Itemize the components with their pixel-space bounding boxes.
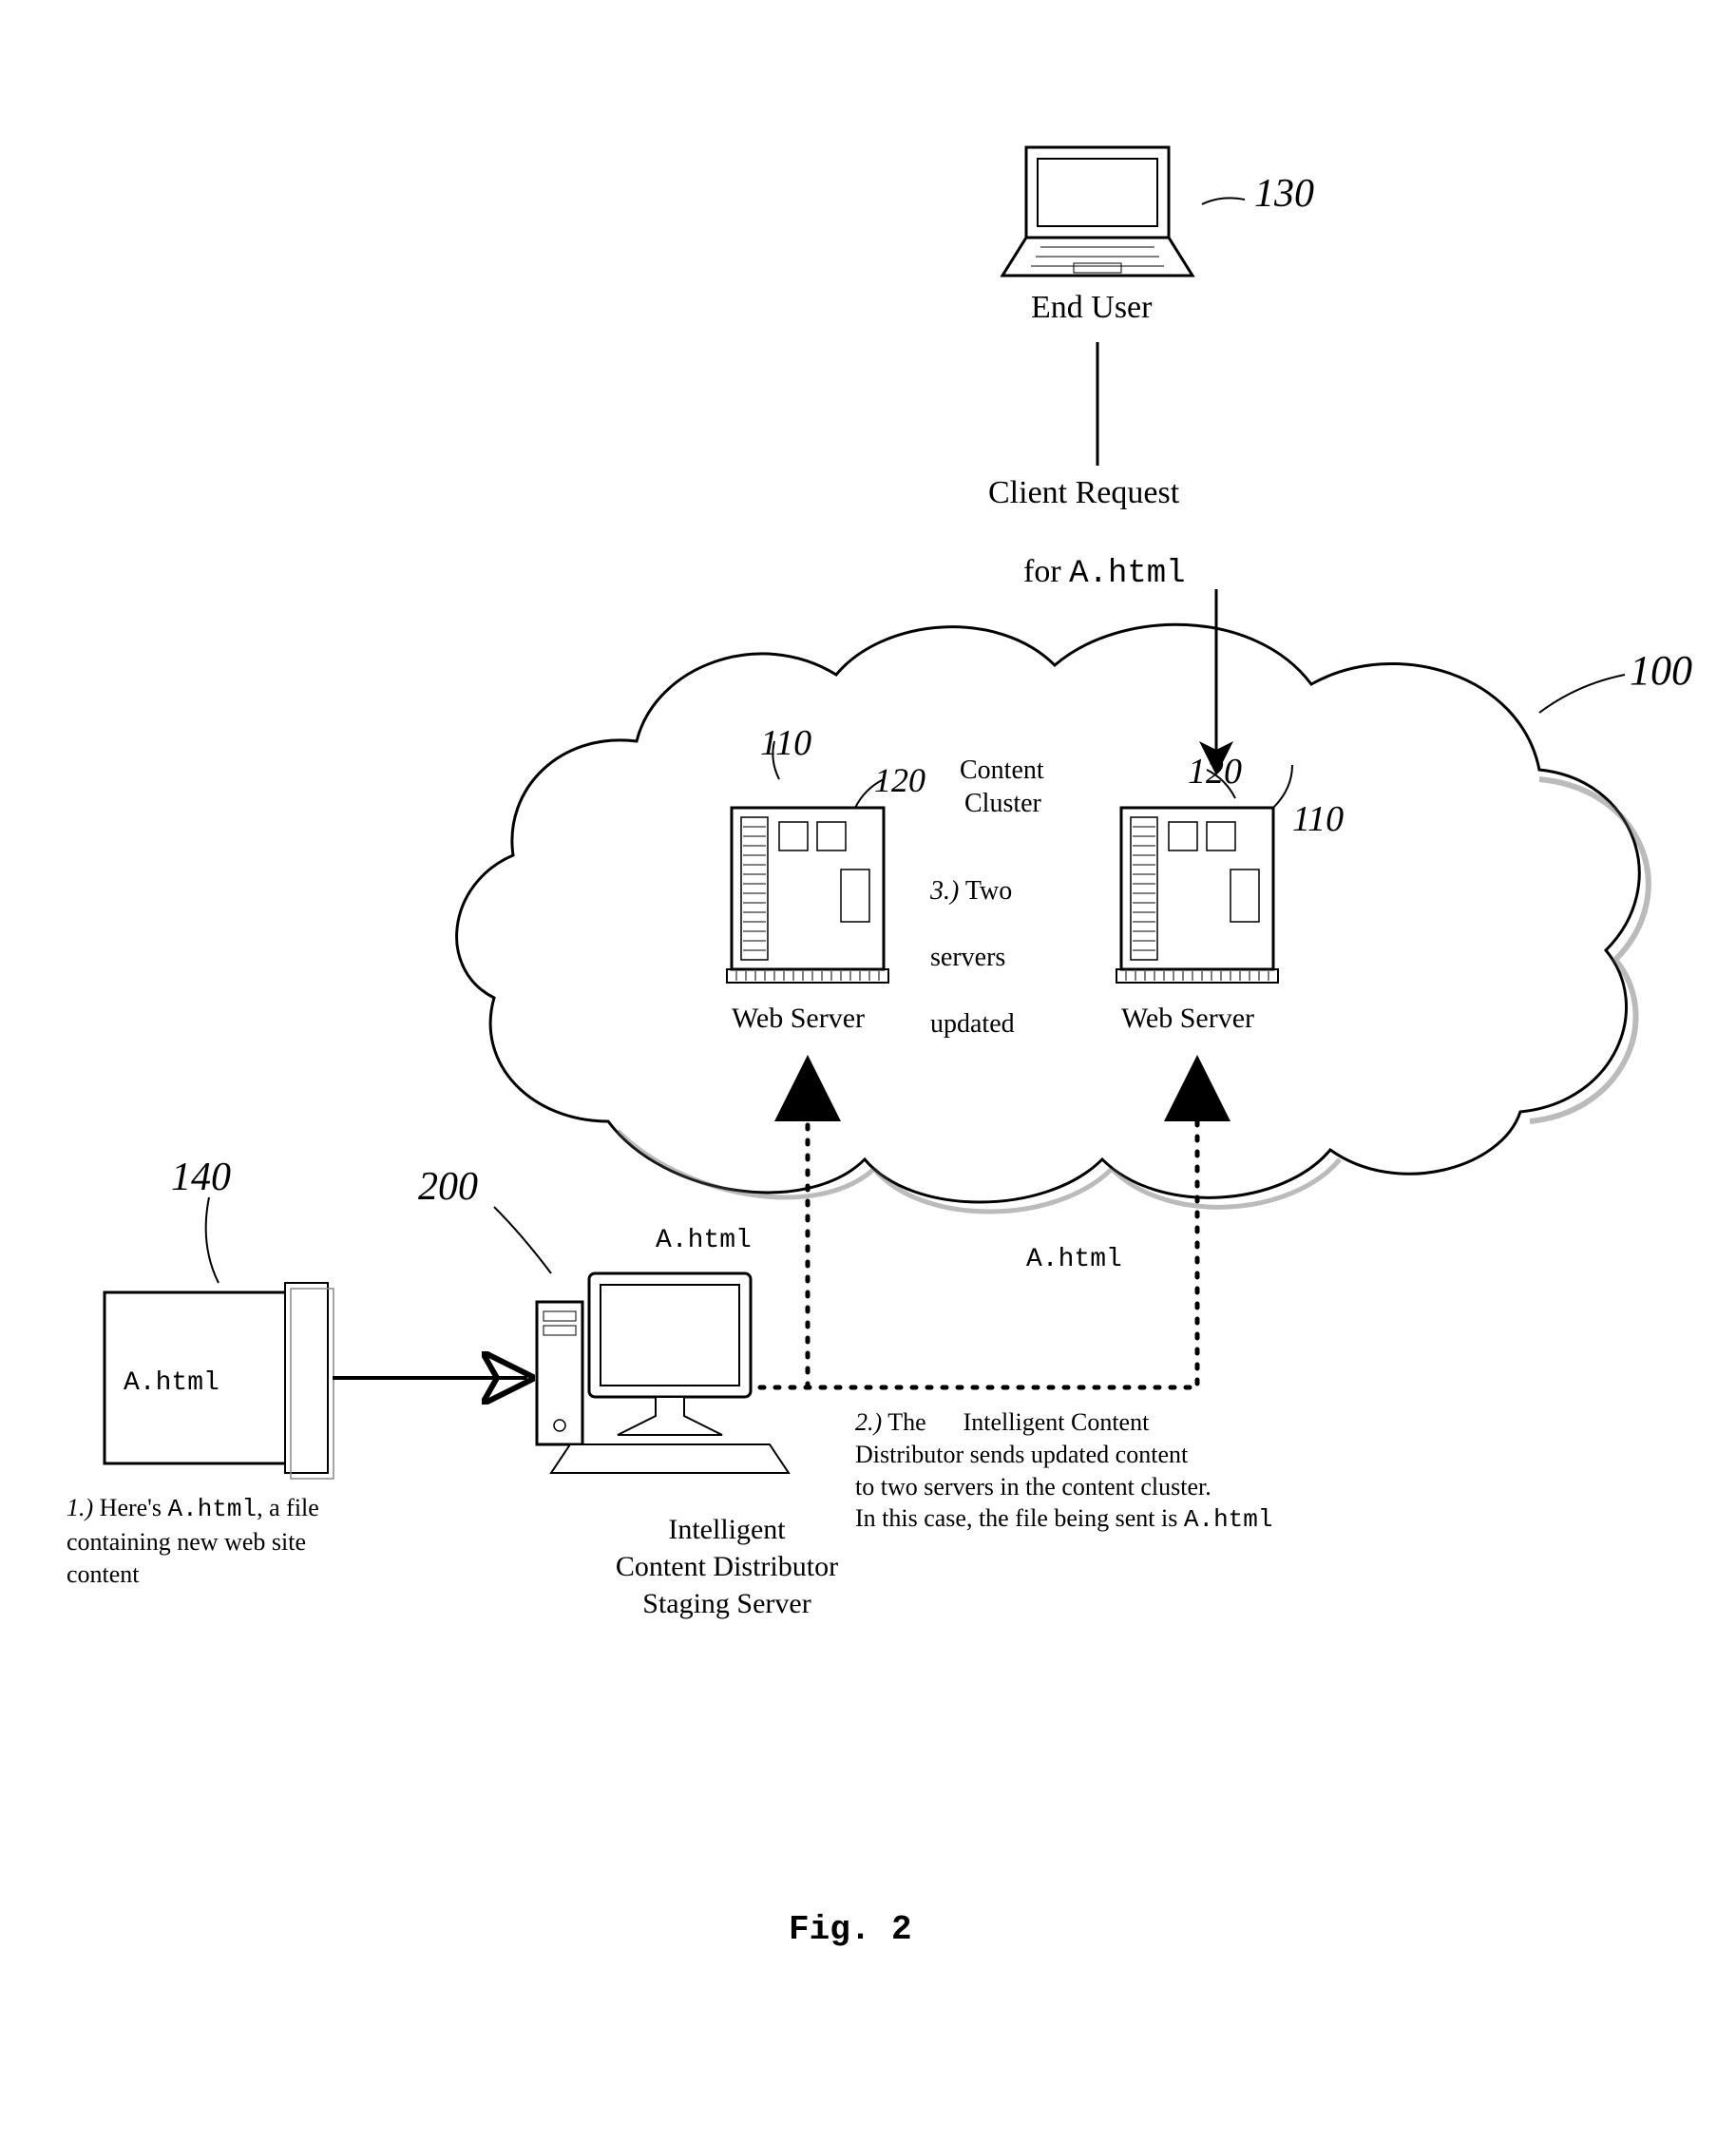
web-server-left: Web Server	[732, 1003, 865, 1035]
cloud-icon	[457, 624, 1649, 1212]
step3: 3.) Two servers updated	[917, 841, 1015, 1041]
content-cluster-l1: Content	[960, 755, 1044, 786]
web-server-right: Web Server	[1121, 1003, 1254, 1035]
ref-110-right: 110	[1292, 798, 1344, 840]
ref-100: 100	[1630, 646, 1692, 695]
ref-200: 200	[418, 1164, 478, 1210]
ref-130: 130	[1254, 171, 1314, 217]
server-right-icon	[1116, 808, 1278, 983]
step1: 1.) Here's A.html, a file containing new…	[67, 1492, 466, 1590]
ref-140: 140	[171, 1155, 231, 1200]
ref-120-right: 120	[1188, 751, 1242, 793]
staging-server-icon	[537, 1273, 789, 1473]
figure-caption: Fig. 2	[789, 1910, 912, 1949]
a-html-left: A.html	[656, 1226, 752, 1255]
laptop-icon	[1002, 147, 1192, 276]
a-html-right: A.html	[1026, 1245, 1122, 1274]
file-name: A.html	[124, 1368, 219, 1398]
ref-110-left: 110	[760, 722, 811, 764]
step2: 2.) The Intelligent Content Distributor …	[855, 1406, 1444, 1537]
staging-label: Intelligent Content Distributor Staging …	[570, 1511, 884, 1622]
client-request-l2: for A.html	[1007, 518, 1186, 592]
content-cluster-l2: Cluster	[964, 789, 1041, 819]
client-request-l1: Client Request	[988, 475, 1179, 511]
end-user-label: End User	[1031, 290, 1152, 326]
figure-canvas: 130 End User Client Request for A.html 1…	[0, 0, 1736, 2141]
server-left-icon	[727, 808, 888, 983]
diagram-svg	[0, 0, 1736, 2141]
ref-120-left: 120	[874, 760, 925, 800]
